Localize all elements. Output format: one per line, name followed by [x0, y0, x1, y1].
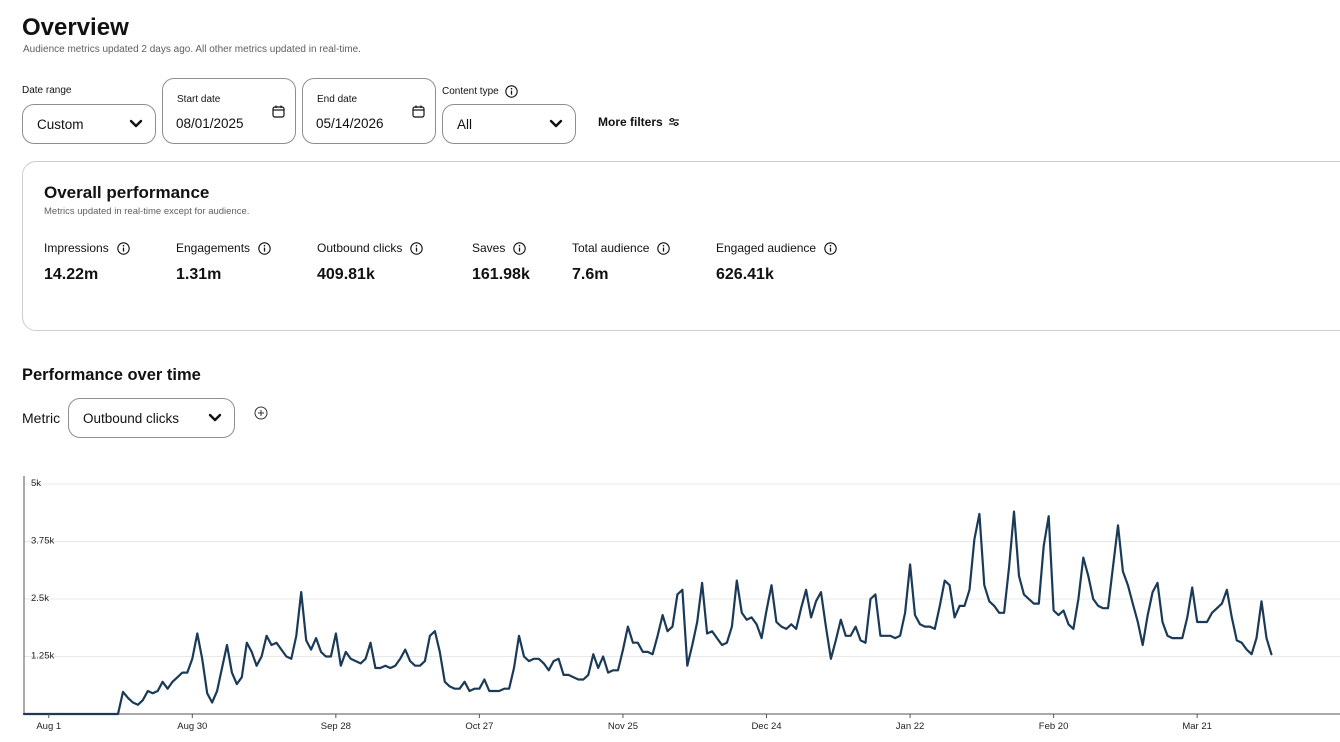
- outbound-clicks-line-chart[interactable]: 5k 3.75k 2.5k 1.25k Aug 1 Aug 30 Sep 28 Oct 27…: [0, 470, 1340, 742]
- calendar-icon[interactable]: [272, 105, 285, 118]
- info-icon[interactable]: [513, 241, 527, 255]
- y-tick-label: 3.75k: [31, 536, 54, 547]
- metric-value: 7.6m: [572, 266, 609, 283]
- metric-select[interactable]: Outbound clicks: [68, 398, 235, 438]
- x-tick-label: Aug 30: [177, 721, 207, 732]
- info-icon[interactable]: [116, 241, 130, 255]
- metric-impressions: Impressions 14.22m: [44, 241, 130, 284]
- content-type-select[interactable]: All: [442, 104, 576, 144]
- x-tick-label: Oct 27: [465, 721, 493, 732]
- content-type-label-row: Content type: [442, 85, 518, 98]
- content-type-value: All: [457, 117, 473, 132]
- metric-label: Outbound clicks: [317, 241, 403, 255]
- metric-label: Engagements: [176, 241, 251, 255]
- metric-value: 409.81k: [317, 266, 375, 283]
- metric-engaged-audience: Engaged audience 626.41k: [716, 241, 837, 284]
- metric-saves: Saves 161.98k: [472, 241, 530, 284]
- info-icon[interactable]: [410, 241, 424, 255]
- metric-value: 161.98k: [472, 266, 530, 283]
- date-range-label: Date range: [22, 85, 72, 96]
- metric-selector-label: Metric: [22, 410, 61, 426]
- metric-select-value: Outbound clicks: [83, 411, 180, 426]
- info-icon[interactable]: [504, 85, 518, 98]
- x-tick-label: Nov 25: [608, 721, 638, 732]
- filter-sliders-icon: [668, 117, 679, 127]
- add-circle-icon[interactable]: [254, 406, 268, 420]
- overall-performance-title: Overall performance: [44, 183, 210, 202]
- metric-label: Impressions: [44, 241, 109, 255]
- overall-performance-card: Overall performance Metrics updated in r…: [22, 161, 1340, 331]
- y-tick-label: 2.5k: [31, 593, 49, 604]
- x-tick-label: Sep 28: [321, 721, 351, 732]
- chevron-down-icon: [208, 413, 222, 422]
- chevron-down-icon: [129, 119, 143, 128]
- x-tick-label: Jan 22: [896, 721, 925, 732]
- y-tick-label: 1.25k: [31, 651, 54, 662]
- start-date-label: Start date: [177, 94, 221, 105]
- metric-label: Saves: [472, 241, 506, 255]
- info-icon[interactable]: [824, 241, 837, 255]
- more-filters-button[interactable]: More filters: [598, 115, 680, 129]
- more-filters-label: More filters: [598, 115, 663, 129]
- metric-total-audience: Total audience 7.6m: [572, 241, 671, 284]
- start-date-value: 08/01/2025: [176, 116, 244, 131]
- metric-outbound-clicks: Outbound clicks 409.81k: [317, 241, 424, 284]
- start-date-field[interactable]: Start date 08/01/2025: [162, 78, 296, 144]
- metric-value: 14.22m: [44, 266, 99, 283]
- chevron-down-icon: [549, 119, 563, 128]
- info-icon[interactable]: [258, 241, 271, 255]
- metric-engagements: Engagements 1.31m: [176, 241, 271, 284]
- metric-label: Engaged audience: [716, 241, 817, 255]
- page-subtitle: Audience metrics updated 2 days ago. All…: [23, 44, 361, 55]
- y-tick-label: 5k: [31, 478, 41, 489]
- x-tick-label: Aug 1: [36, 721, 61, 732]
- performance-over-time-title: Performance over time: [22, 366, 201, 384]
- x-tick-label: Mar 21: [1182, 721, 1212, 732]
- metric-value: 626.41k: [716, 266, 774, 283]
- calendar-icon[interactable]: [412, 105, 425, 118]
- date-range-select[interactable]: Custom: [22, 104, 156, 144]
- metric-value: 1.31m: [176, 266, 222, 283]
- content-type-label: Content type: [442, 86, 499, 97]
- end-date-field[interactable]: End date 05/14/2026: [302, 78, 436, 144]
- end-date-label: End date: [317, 94, 358, 105]
- page-title: Overview: [22, 14, 129, 41]
- overall-performance-subtitle: Metrics updated in real-time except for …: [44, 206, 250, 217]
- metric-label: Total audience: [572, 241, 650, 255]
- series-line-outbound-clicks[interactable]: [22, 510, 1273, 716]
- end-date-value: 05/14/2026: [316, 116, 384, 131]
- x-tick-label: Dec 24: [751, 721, 781, 732]
- x-tick-label: Feb 20: [1039, 721, 1069, 732]
- info-icon[interactable]: [657, 241, 671, 255]
- date-range-value: Custom: [37, 117, 84, 132]
